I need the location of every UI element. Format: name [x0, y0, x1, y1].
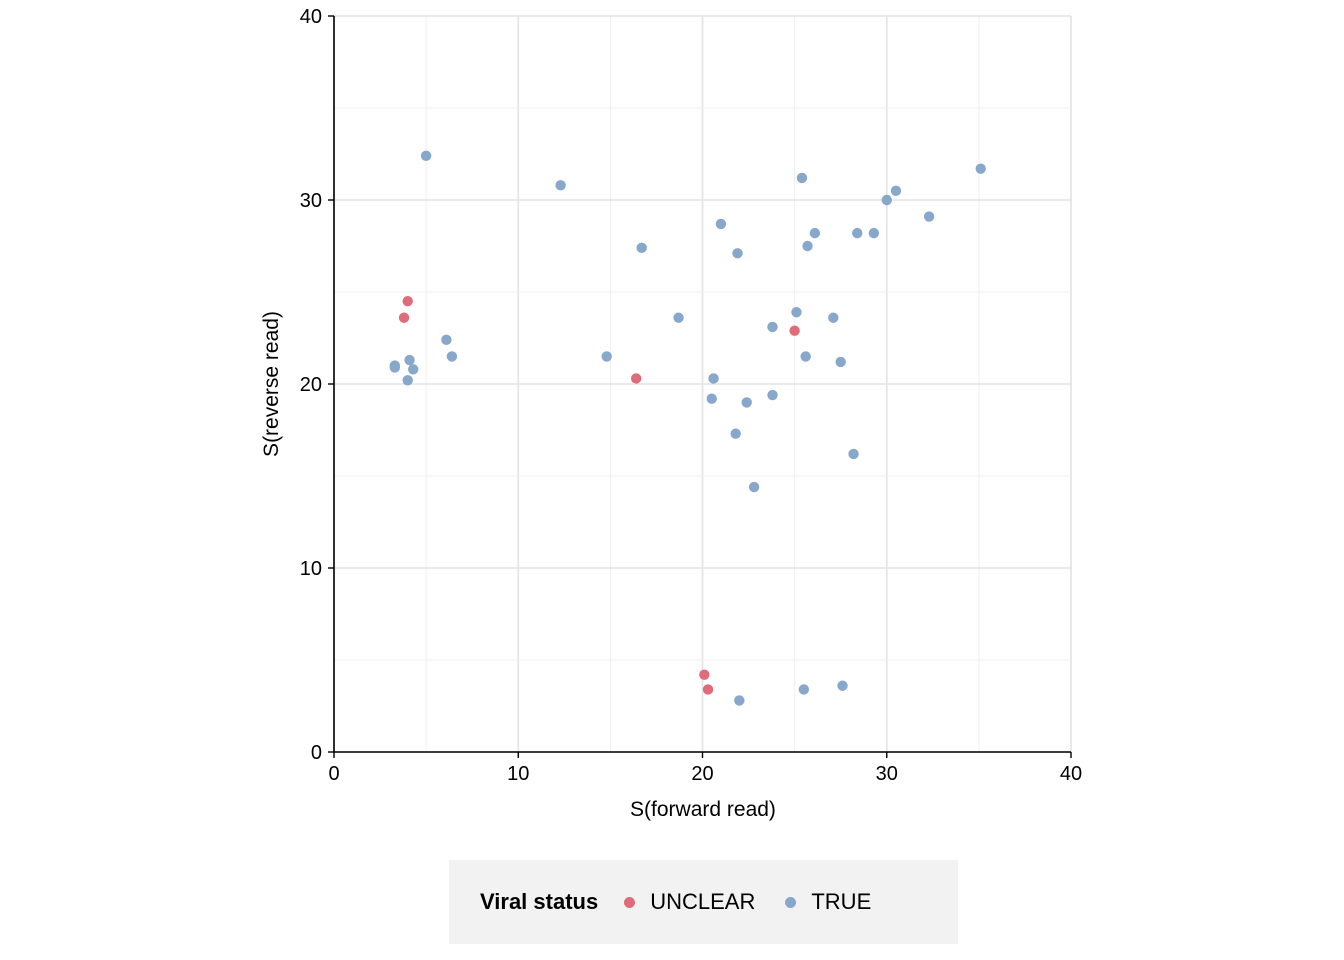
data-point-true — [796, 172, 808, 184]
data-point-true — [748, 481, 760, 493]
legend-dot-icon — [624, 896, 636, 908]
data-point-true — [389, 362, 401, 373]
data-point-true — [446, 351, 458, 362]
data-point-true — [890, 185, 902, 196]
data-point-true — [852, 227, 863, 239]
grid-lines — [333, 15, 1072, 753]
legend-dot-icon — [785, 896, 797, 908]
data-point-true — [673, 312, 684, 323]
data-points — [389, 150, 986, 706]
data-point-true — [802, 240, 813, 252]
x-tick-label: 40 — [1060, 763, 1082, 785]
data-point-true — [837, 680, 848, 691]
data-point-unclear — [630, 373, 642, 384]
tick-labels: 0 10 20 30 40 0 10 20 30 40 — [300, 6, 1082, 785]
data-point-true — [601, 351, 612, 362]
data-point-true — [798, 684, 810, 695]
data-point-true — [441, 334, 452, 346]
data-point-true — [708, 373, 719, 384]
data-point-true — [730, 428, 741, 439]
data-point-true — [402, 375, 413, 386]
data-point-unclear — [699, 669, 710, 680]
data-point-true — [881, 194, 892, 206]
y-tick-label: 30 — [300, 190, 322, 212]
data-point-unclear — [789, 325, 800, 336]
data-point-true — [848, 448, 859, 460]
data-point-true — [828, 312, 839, 323]
data-point-true — [767, 321, 778, 333]
data-point-true — [868, 227, 880, 239]
data-point-true — [835, 356, 846, 368]
data-point-true — [800, 351, 811, 362]
data-point-true — [741, 397, 752, 408]
data-point-unclear — [402, 296, 413, 307]
data-point-unclear — [398, 312, 410, 323]
data-point-unclear — [702, 684, 714, 695]
y-tick-label: 0 — [311, 742, 322, 764]
y-tick-label: 20 — [300, 374, 322, 396]
data-point-true — [420, 150, 432, 162]
legend-item-true: TRUE — [785, 889, 871, 915]
data-point-true — [734, 695, 745, 706]
data-point-true — [636, 242, 647, 254]
legend: Viral status UNCLEAR TRUE — [449, 860, 958, 944]
x-tick-label: 10 — [507, 763, 529, 785]
legend-item-unclear: UNCLEAR — [624, 889, 755, 915]
scatter-plot: 0 10 20 30 40 0 10 20 30 40 S(forward read) S(rev… — [260, 6, 1082, 821]
data-point-true — [975, 163, 986, 174]
data-point-true — [791, 307, 802, 318]
y-tick-label: 10 — [300, 558, 322, 580]
legend-label-unclear: UNCLEAR — [650, 889, 756, 914]
y-axis-title: S(reverse read) — [260, 311, 283, 457]
data-point-true — [404, 354, 415, 366]
data-point-true — [555, 180, 566, 191]
data-point-true — [732, 248, 743, 259]
data-point-true — [706, 393, 717, 404]
data-point-true — [408, 364, 419, 375]
x-tick-label: 30 — [876, 763, 898, 785]
data-point-true — [715, 218, 727, 230]
data-point-true — [923, 211, 935, 222]
legend-title: Viral status — [480, 889, 599, 914]
data-point-true — [767, 389, 778, 401]
legend-label-true: TRUE — [811, 889, 872, 914]
data-point-true — [809, 227, 821, 239]
x-tick-label: 0 — [328, 763, 339, 785]
x-tick-label: 20 — [691, 763, 713, 785]
y-tick-label: 40 — [300, 6, 322, 28]
x-axis-title: S(forward read) — [630, 798, 776, 821]
